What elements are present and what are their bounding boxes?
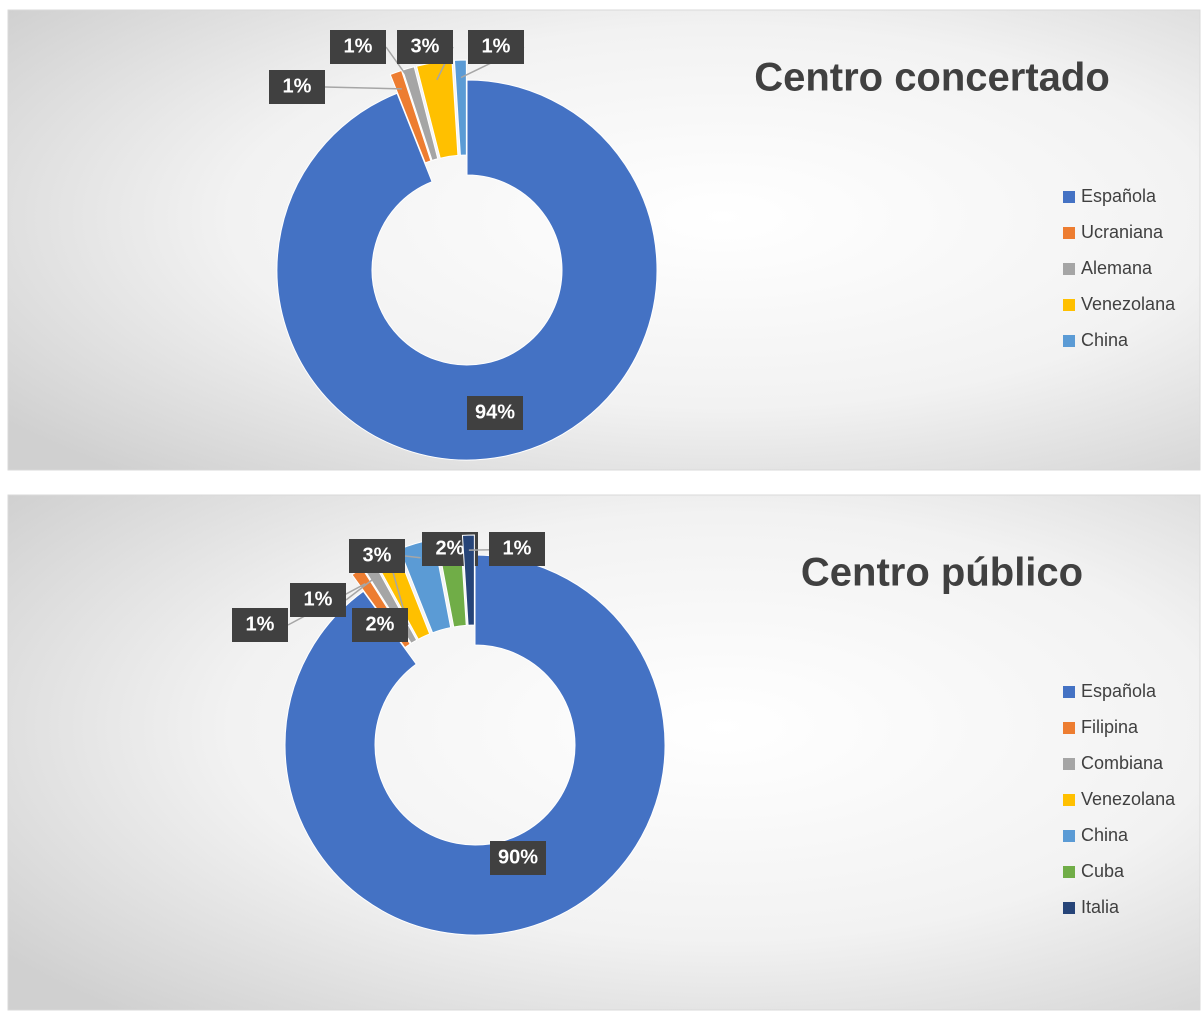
data-label: 90% — [498, 846, 538, 868]
data-label: 1% — [482, 35, 511, 57]
legend-swatch — [1063, 902, 1075, 914]
data-label: 1% — [344, 35, 373, 57]
data-label-box — [352, 608, 408, 642]
data-label: 2% — [366, 613, 395, 635]
data-label-box — [290, 583, 346, 617]
data-label: 1% — [246, 613, 275, 635]
legend-swatch — [1063, 686, 1075, 698]
legend-swatch — [1063, 191, 1075, 203]
data-label-box — [269, 70, 325, 104]
data-label-box — [489, 532, 545, 566]
legend-swatch — [1063, 830, 1075, 842]
legend-swatch — [1063, 335, 1075, 347]
data-label: 1% — [304, 588, 333, 610]
legend-label: Venezolana — [1081, 789, 1176, 809]
donut-slice — [276, 79, 658, 461]
legend-label: Venezolana — [1081, 294, 1176, 314]
legend-swatch — [1063, 299, 1075, 311]
legend-swatch — [1063, 866, 1075, 878]
legend-swatch — [1063, 794, 1075, 806]
donut-slice — [402, 66, 439, 162]
legend-label: Filipina — [1081, 717, 1139, 737]
data-label-box — [232, 608, 288, 642]
legend-swatch — [1063, 263, 1075, 275]
legend-label: Española — [1081, 186, 1157, 206]
data-label: 1% — [283, 75, 312, 97]
data-label: 1% — [503, 537, 532, 559]
chart-title: Centro público — [801, 551, 1083, 595]
leader-line — [385, 46, 414, 86]
data-label-box — [467, 396, 523, 430]
data-label: 3% — [411, 35, 440, 57]
legend-swatch — [1063, 722, 1075, 734]
data-label-box — [397, 30, 453, 64]
donut-slice — [461, 534, 475, 626]
legend-label: Española — [1081, 681, 1157, 701]
data-label: 3% — [363, 544, 392, 566]
legend-swatch — [1063, 758, 1075, 770]
legend-label: China — [1081, 825, 1129, 845]
chart-title: Centro concertado — [754, 56, 1110, 100]
data-label: 2% — [436, 537, 465, 559]
leader-line — [324, 86, 402, 90]
legend-label: Combiana — [1081, 753, 1164, 773]
data-label-box — [490, 841, 546, 875]
legend-swatch — [1063, 227, 1075, 239]
donut-slice — [284, 554, 666, 936]
donut-slice — [453, 59, 467, 156]
legend-label: Alemana — [1081, 258, 1153, 278]
data-label-box — [468, 30, 524, 64]
legend-label: Italia — [1081, 897, 1120, 917]
legend-label: Ucraniana — [1081, 222, 1164, 242]
legend-label: Cuba — [1081, 861, 1125, 881]
leader-line — [345, 576, 377, 601]
legend-label: China — [1081, 330, 1129, 350]
data-label-box — [330, 30, 386, 64]
donut-slice — [389, 69, 432, 164]
data-label-box — [349, 539, 405, 573]
leader-line — [404, 555, 421, 559]
data-label: 94% — [475, 401, 515, 423]
